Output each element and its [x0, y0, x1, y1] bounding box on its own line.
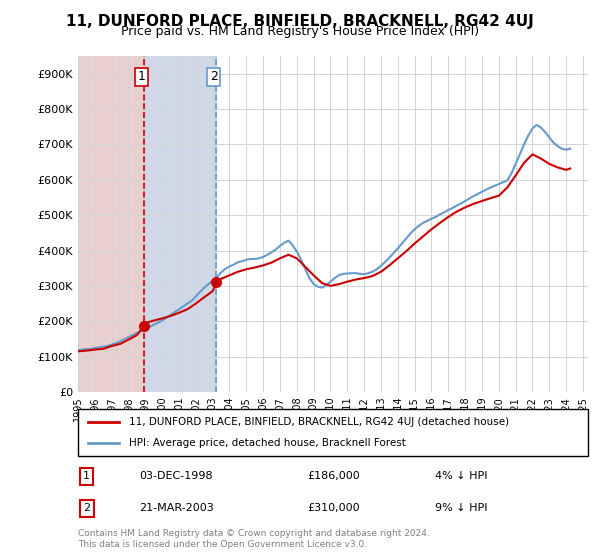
- Text: 4% ↓ HPI: 4% ↓ HPI: [435, 471, 487, 481]
- Text: 2: 2: [83, 503, 90, 514]
- Text: 2: 2: [210, 70, 218, 83]
- Bar: [78, 56, 144, 392]
- Bar: [144, 56, 217, 392]
- Text: 9% ↓ HPI: 9% ↓ HPI: [435, 503, 487, 514]
- Text: Price paid vs. HM Land Registry's House Price Index (HPI): Price paid vs. HM Land Registry's House …: [121, 25, 479, 38]
- FancyBboxPatch shape: [78, 409, 588, 456]
- Text: 03-DEC-1998: 03-DEC-1998: [139, 471, 213, 481]
- Text: HPI: Average price, detached house, Bracknell Forest: HPI: Average price, detached house, Brac…: [129, 438, 406, 448]
- Text: 11, DUNFORD PLACE, BINFIELD, BRACKNELL, RG42 4UJ: 11, DUNFORD PLACE, BINFIELD, BRACKNELL, …: [66, 14, 534, 29]
- Text: £186,000: £186,000: [308, 471, 360, 481]
- Text: 11, DUNFORD PLACE, BINFIELD, BRACKNELL, RG42 4UJ (detached house): 11, DUNFORD PLACE, BINFIELD, BRACKNELL, …: [129, 417, 509, 427]
- Text: 21-MAR-2003: 21-MAR-2003: [139, 503, 214, 514]
- Text: 1: 1: [83, 471, 90, 481]
- Text: 1: 1: [137, 70, 145, 83]
- Text: Contains HM Land Registry data © Crown copyright and database right 2024.
This d: Contains HM Land Registry data © Crown c…: [78, 529, 430, 549]
- Text: £310,000: £310,000: [308, 503, 360, 514]
